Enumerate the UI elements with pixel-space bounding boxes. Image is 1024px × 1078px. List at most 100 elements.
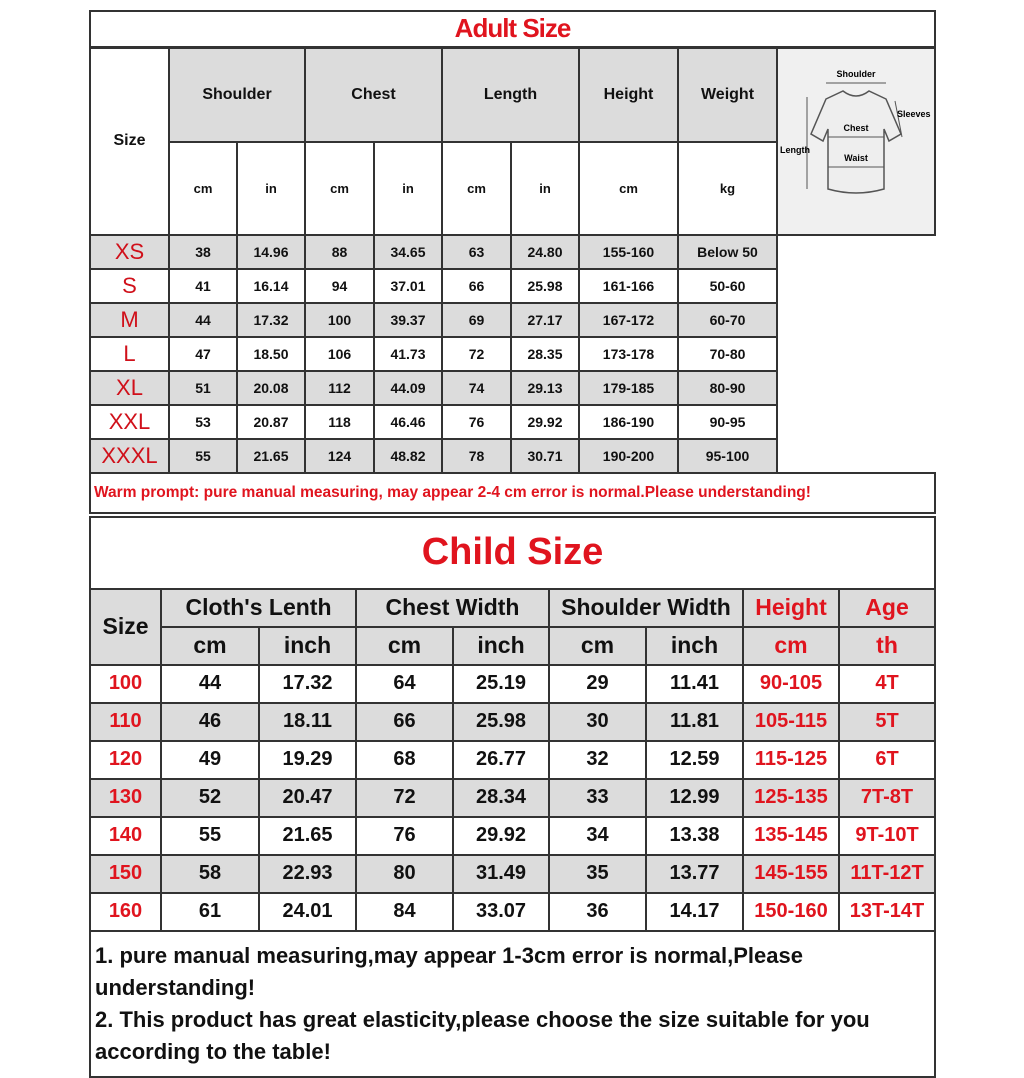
value-cell: 41 [168,267,238,304]
value-cell: 6T [837,739,937,780]
unit-label: kg [677,141,778,236]
table-row: 150 58 22.93 80 31.49 35 13.77 145-155 11T-12T [89,853,937,894]
unit-label: cm [441,141,512,236]
unit-label: th [837,625,937,666]
unit-label: cm [548,625,647,666]
value-cell: 94 [304,267,375,304]
value-cell: 26.77 [452,739,550,780]
diagram-waist-label: Waist [844,153,868,163]
value-cell: 68 [355,739,454,780]
value-cell: 37.01 [373,267,443,304]
value-cell: 173-178 [578,335,679,372]
unit-label: inch [258,625,357,666]
value-cell: 53 [168,403,238,440]
value-cell: 84 [355,891,454,932]
unit-label: cm [160,625,260,666]
value-cell: 12.59 [645,739,744,780]
value-cell: 14.17 [645,891,744,932]
value-cell: 135-145 [742,815,840,856]
value-cell: 13.38 [645,815,744,856]
value-cell: 124 [304,437,375,474]
value-cell: 9T-10T [837,815,937,856]
value-cell: 58 [160,853,260,894]
cloth-length-header: Cloth's Lenth [160,587,357,628]
diagram-chest-label: Chest [843,123,868,133]
value-cell: 11T-12T [837,853,937,894]
tshirt-icon: Shoulder Sleeves Chest Length Waist [780,69,931,194]
unit-label: cm [355,625,454,666]
value-cell: 179-185 [578,369,679,406]
value-cell: 39.37 [373,301,443,338]
value-cell: 13.77 [645,853,744,894]
diagram-sleeves-label: Sleeves [897,109,931,119]
value-cell: 38 [168,233,238,270]
value-cell: 150-160 [742,891,840,932]
value-cell: 19.29 [258,739,357,780]
value-cell: 29.92 [452,815,550,856]
size-cell: 130 [89,777,162,818]
value-cell: 186-190 [578,403,679,440]
value-cell: 33.07 [452,891,550,932]
shoulder-width-header: Shoulder Width [548,587,744,628]
value-cell: 72 [441,335,512,372]
value-cell: 24.01 [258,891,357,932]
value-cell: 22.93 [258,853,357,894]
value-cell: 20.47 [258,777,357,818]
value-cell: 12.99 [645,777,744,818]
value-cell: 76 [441,403,512,440]
value-cell: 46.46 [373,403,443,440]
value-cell: 80-90 [677,369,778,406]
size-cell: XXL [89,403,170,440]
value-cell: 4T [837,663,937,704]
value-cell: 52 [160,777,260,818]
value-cell: 161-166 [578,267,679,304]
value-cell: 90-95 [677,403,778,440]
child-size-table: Child Size Size Cloth's Lenth Chest Widt… [88,515,937,1078]
value-cell: 17.32 [236,301,306,338]
note-1: 1. pure manual measuring,may appear 1-3c… [95,942,803,1000]
value-cell: 69 [441,301,512,338]
value-cell: 29 [548,663,647,704]
value-cell: 35 [548,853,647,894]
size-cell: M [89,301,170,338]
value-cell: 20.87 [236,403,306,440]
value-cell: 60-70 [677,301,778,338]
value-cell: 115-125 [742,739,840,780]
value-cell: 28.34 [452,777,550,818]
tshirt-diagram: Shoulder Sleeves Chest Length Waist [775,46,937,236]
adult-title: Adult Size [88,10,937,49]
unit-label: cm [578,141,679,236]
adult-warm-prompt: Warm prompt: pure manual measuring, may … [88,471,937,514]
value-cell: 61 [160,891,260,932]
value-cell: 11.41 [645,663,744,704]
value-cell: 27.17 [510,301,580,338]
table-row: XXXL 55 21.65 124 48.82 78 30.71 190-200 95-100 [89,437,935,474]
size-cell: 120 [89,739,162,780]
value-cell: 95-100 [677,437,778,474]
value-cell: 11.81 [645,701,744,742]
size-cell: XS [89,233,170,270]
table-row: 120 49 19.29 68 26.77 32 12.59 115-125 6T [89,739,937,780]
value-cell: 16.14 [236,267,306,304]
unit-label: cm [742,625,840,666]
value-cell: 18.11 [258,701,357,742]
value-cell: 44.09 [373,369,443,406]
table-row: XL 51 20.08 112 44.09 74 29.13 179-185 80-90 [89,369,935,406]
value-cell: 32 [548,739,647,780]
size-cell: 110 [89,701,162,742]
unit-label: in [510,141,580,236]
value-cell: 74 [441,369,512,406]
value-cell: 76 [355,815,454,856]
value-cell: 36 [548,891,647,932]
value-cell: 33 [548,777,647,818]
note-2: 2. This product has great elasticity,ple… [95,1006,870,1064]
diagram-shoulder-label: Shoulder [836,69,875,79]
value-cell: 41.73 [373,335,443,372]
value-cell: 25.98 [510,267,580,304]
value-cell: 34.65 [373,233,443,270]
value-cell: 72 [355,777,454,818]
value-cell: 106 [304,335,375,372]
value-cell: 34 [548,815,647,856]
value-cell: 17.32 [258,663,357,704]
adult-size-table: Adult Size Size Shoulder Chest Length He… [88,10,937,514]
